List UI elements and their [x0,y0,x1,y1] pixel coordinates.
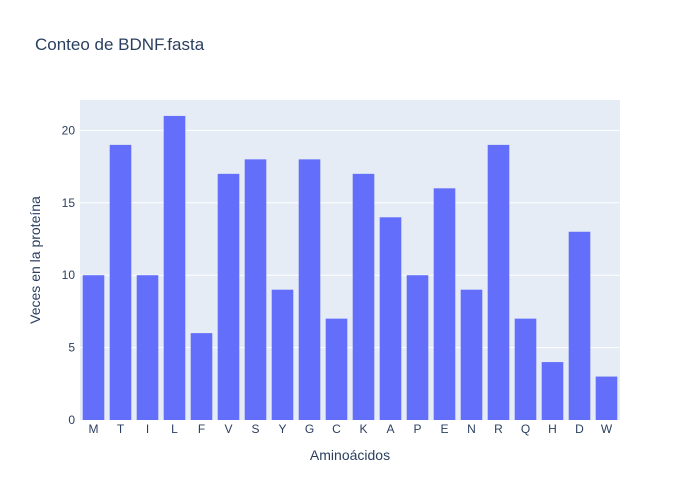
x-tick-label: F [198,422,205,436]
x-tick-label: V [224,422,232,436]
bar-M[interactable] [82,275,105,420]
bar-H[interactable] [541,362,564,420]
bar-Q[interactable] [514,318,537,420]
bar-G[interactable] [298,159,321,420]
y-axis-title: Veces en la proteína [27,196,43,324]
x-tick-label: R [494,422,503,436]
bar-W[interactable] [595,376,618,420]
bar-R[interactable] [487,144,510,420]
x-tick-label: K [359,422,367,436]
bar-P[interactable] [406,275,429,420]
bar-S[interactable] [244,159,267,420]
bar-K[interactable] [352,173,375,420]
x-tick-label: P [413,422,421,436]
y-tick-label: 0 [68,413,75,427]
y-tick-label: 15 [62,196,76,210]
bar-C[interactable] [325,318,348,420]
x-tick-label: M [89,422,99,436]
x-tick-label: T [117,422,125,436]
x-tick-label: E [440,422,448,436]
bar-F[interactable] [190,333,213,420]
plot-area [80,100,620,420]
y-tick-labels: 0 5 10 15 20 [62,123,76,427]
y-tick-label: 20 [62,123,76,137]
x-tick-label: A [386,422,394,436]
x-tick-label: H [548,422,557,436]
bar-I[interactable] [136,275,159,420]
x-axis-title: Aminoácidos [310,447,390,463]
x-tick-label: Y [278,422,286,436]
bar-N[interactable] [460,289,483,420]
x-tick-label: C [332,422,341,436]
x-tick-label: W [601,422,613,436]
x-tick-label: N [467,422,476,436]
bar-Y[interactable] [271,289,294,420]
x-tick-label: S [251,422,259,436]
bar-E[interactable] [433,188,456,420]
bar-V[interactable] [217,173,240,420]
bar-A[interactable] [379,217,402,420]
y-tick-label: 5 [68,341,75,355]
bar-L[interactable] [163,115,186,420]
x-tick-label: G [305,422,314,436]
x-tick-label: L [171,422,178,436]
bar-T[interactable] [109,144,132,420]
bar-D[interactable] [568,231,591,420]
x-tick-label: D [575,422,584,436]
y-tick-label: 10 [62,268,76,282]
bars [82,115,618,420]
x-tick-label: Q [521,422,530,436]
chart-title: Conteo de BDNF.fasta [35,35,205,54]
x-tick-label: I [146,422,149,436]
